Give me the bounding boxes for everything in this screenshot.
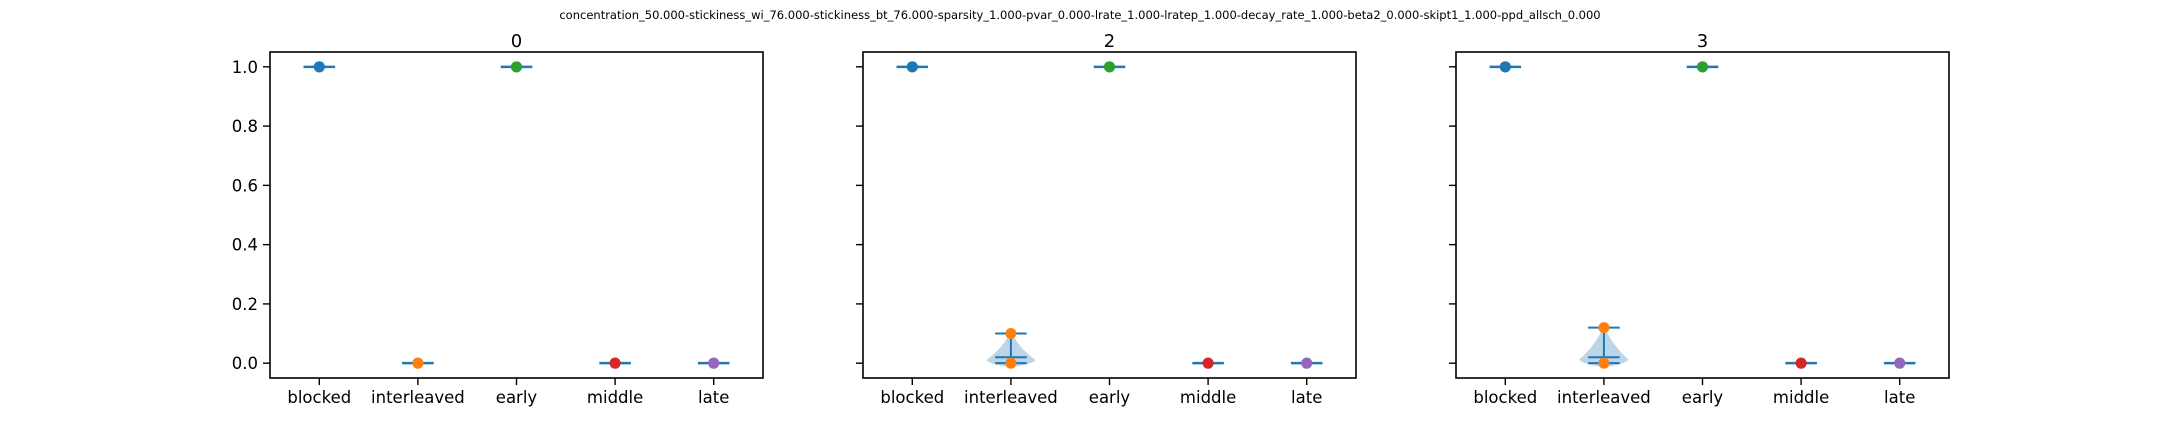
violin-late bbox=[1883, 357, 1916, 369]
y-tick-label: 0.8 bbox=[232, 117, 258, 136]
x-tick-label: middle bbox=[1180, 388, 1236, 407]
data-point bbox=[609, 357, 621, 369]
violin-early bbox=[500, 61, 533, 73]
data-point bbox=[511, 61, 522, 73]
x-tick-label: late bbox=[1884, 388, 1915, 407]
data-point bbox=[1104, 61, 1115, 73]
data-point bbox=[1795, 357, 1807, 369]
data-point bbox=[412, 357, 424, 369]
y-tick-label: 0.2 bbox=[232, 295, 258, 314]
x-tick-label: late bbox=[698, 388, 729, 407]
data-point bbox=[313, 61, 325, 73]
axes-frame bbox=[862, 51, 1357, 379]
data-point bbox=[708, 357, 720, 369]
chart-panel-0: 0 0.0 0.2 0.4 0.6 0.8 1.0 blocked interleaved ear… bbox=[232, 31, 764, 407]
y-tick-label: 0.0 bbox=[232, 354, 258, 373]
data-point bbox=[1202, 357, 1214, 369]
y-tick-label: 0.6 bbox=[232, 176, 258, 195]
violin-early bbox=[1093, 61, 1126, 73]
violin-blocked bbox=[303, 61, 336, 73]
violin-interleaved bbox=[986, 328, 1036, 369]
violin-blocked bbox=[1489, 61, 1522, 73]
data-point bbox=[1301, 357, 1313, 369]
data-point bbox=[906, 61, 918, 73]
data-point bbox=[1598, 357, 1610, 369]
x-tick-label: blocked bbox=[287, 388, 351, 407]
chart-panel-3: 3 blocked interleaved early middle late bbox=[1449, 31, 1950, 407]
figure-suptitle: concentration_50.000-stickiness_wi_76.00… bbox=[559, 8, 1601, 22]
x-tick-label: interleaved bbox=[371, 388, 465, 407]
x-tick-label: middle bbox=[1773, 388, 1829, 407]
x-tick-label: late bbox=[1291, 388, 1322, 407]
x-tick-label: middle bbox=[587, 388, 643, 407]
x-tick-label: early bbox=[1682, 388, 1724, 407]
violin-middle bbox=[1192, 357, 1224, 369]
data-point bbox=[1598, 322, 1610, 334]
data-point bbox=[1894, 357, 1906, 369]
x-tick-label: early bbox=[1089, 388, 1131, 407]
panel-title: 2 bbox=[1104, 31, 1115, 52]
axes-frame bbox=[1455, 51, 1950, 379]
violin-middle bbox=[599, 357, 631, 369]
x-tick-label: blocked bbox=[880, 388, 944, 407]
y-tick-label: 0.4 bbox=[232, 236, 258, 255]
chart-panel-2: 2 blocked interleaved early middle late bbox=[856, 31, 1357, 407]
data-point bbox=[1499, 61, 1511, 73]
violin-middle bbox=[1785, 357, 1817, 369]
violin-blocked bbox=[896, 61, 929, 73]
x-tick-label: blocked bbox=[1473, 388, 1537, 407]
violin-early bbox=[1686, 61, 1719, 73]
data-point bbox=[1005, 357, 1017, 369]
x-tick-label: interleaved bbox=[1557, 388, 1651, 407]
y-tick-label: 1.0 bbox=[232, 58, 258, 77]
axes-frame bbox=[269, 51, 764, 379]
data-point bbox=[1697, 61, 1708, 73]
x-tick-label: interleaved bbox=[964, 388, 1058, 407]
panel-title: 0 bbox=[511, 31, 522, 52]
violin-interleaved bbox=[402, 357, 434, 369]
data-point bbox=[1005, 328, 1017, 340]
violin-late bbox=[697, 357, 730, 369]
violin-late bbox=[1290, 357, 1323, 369]
violin-interleaved bbox=[1579, 322, 1629, 369]
panel-title: 3 bbox=[1697, 31, 1708, 52]
x-tick-label: early bbox=[496, 388, 538, 407]
